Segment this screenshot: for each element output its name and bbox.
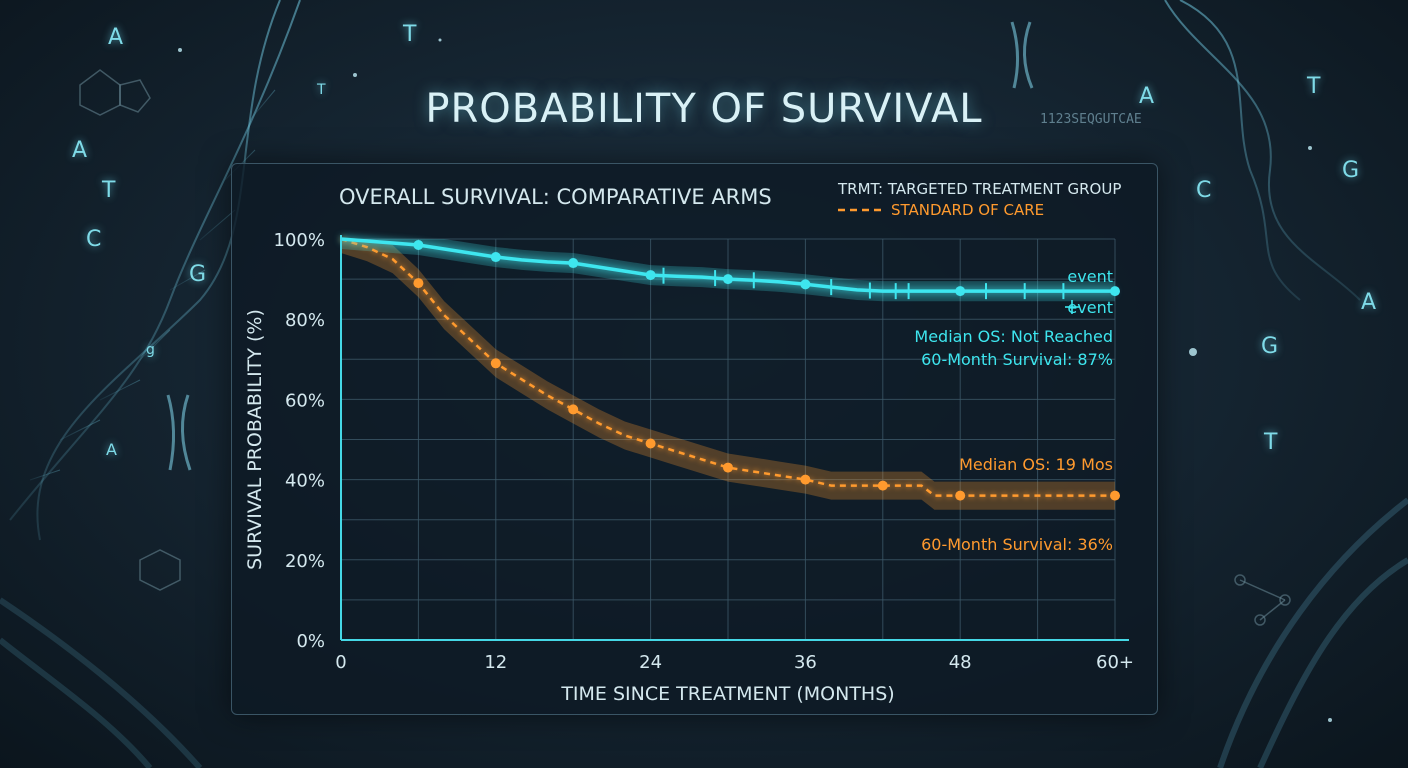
data-point-treatment <box>568 258 579 269</box>
legend-label-standard: STANDARD OF CARE <box>891 201 1044 219</box>
y-tick-label: 40% <box>285 471 325 492</box>
confidence-bands <box>341 239 1115 510</box>
bg-letter: C <box>1196 178 1212 203</box>
bg-letter: A <box>106 440 117 459</box>
y-tick-label: 0% <box>296 631 325 652</box>
annotation-median-treatment: Median OS: Not Reached <box>914 327 1113 346</box>
annotation-60mo-treatment: 60-Month Survival: 87% <box>921 350 1113 369</box>
data-point-treatment <box>490 252 501 263</box>
bg-letter: T <box>1264 430 1278 455</box>
annotation-60mo-standard: 60-Month Survival: 36% <box>921 535 1113 554</box>
x-axis-label: TIME SINCE TREATMENT (MONTHS) <box>560 683 894 705</box>
ci-band-standard <box>341 239 1115 510</box>
survival-chart: 0% 20% 40% 60% 80% 100% 0 12 24 36 48 60+ TIME SINCE… <box>244 180 1134 705</box>
annotation-censor-event: event <box>1067 298 1113 317</box>
data-point-treatment <box>645 270 656 281</box>
chart-text: 0% 20% 40% 60% 80% 100% 0 12 24 36 48 60+ TIME SINCE… <box>244 180 1134 705</box>
data-point-standard <box>955 490 966 501</box>
bg-letter: G <box>1342 158 1360 183</box>
y-tick-label: 20% <box>285 551 325 572</box>
annotation-event: event <box>1067 267 1113 286</box>
sparkle-dots <box>178 38 1332 722</box>
data-point-treatment <box>1110 286 1120 297</box>
bg-letter: A <box>72 138 88 163</box>
data-point-standard <box>877 480 888 491</box>
bg-letter: A <box>1361 290 1377 315</box>
dna-helix-right-icon <box>1164 0 1361 301</box>
data-point-standard <box>490 358 501 369</box>
data-point-treatment <box>800 279 811 290</box>
data-point-standard <box>645 438 656 449</box>
chromosome-icon <box>166 21 1034 471</box>
bg-sequence-text: 1123SEQGUTCAE <box>1040 112 1142 127</box>
bg-letter: A <box>108 25 124 50</box>
dna-helix-left-icon <box>9 0 301 541</box>
x-tick-label: 12 <box>484 652 507 673</box>
bg-letter: T <box>102 178 116 203</box>
dna-helix-bottom-left-icon <box>0 597 203 768</box>
annotation-median-standard: Median OS: 19 Mos <box>959 455 1113 474</box>
data-point-treatment <box>955 286 966 297</box>
page-title: PROBABILITY OF SURVIVAL <box>425 86 983 132</box>
y-tick-label: 60% <box>285 390 325 411</box>
data-point-standard <box>723 462 733 473</box>
y-tick-label: 80% <box>285 310 325 331</box>
x-tick-label: 60+ <box>1096 652 1134 673</box>
x-tick-label: 36 <box>794 652 817 673</box>
data-point-standard <box>800 474 811 485</box>
series-line-standard <box>340 237 1115 497</box>
bg-letter: C <box>86 227 102 252</box>
dna-helix-bottom-right-icon <box>1217 497 1408 768</box>
ci-band-treatment <box>341 239 1115 302</box>
bg-letter: A <box>1139 84 1155 109</box>
y-axis-label: SURVIVAL PROBABILITY (%) <box>244 309 266 570</box>
bg-letter: g <box>146 342 155 358</box>
bg-letter: T <box>403 22 417 47</box>
data-point-standard <box>568 404 579 415</box>
data-point-treatment <box>723 274 733 285</box>
chart-title: OVERALL SURVIVAL: COMPARATIVE ARMS <box>339 185 772 209</box>
axes <box>340 235 1129 641</box>
legend-label-treatment: TRMT: TARGETED TREATMENT GROUP <box>837 180 1121 198</box>
data-point-treatment <box>413 240 424 251</box>
x-tick-label: 48 <box>949 652 972 673</box>
data-point-standard <box>1110 490 1120 501</box>
series-markers <box>413 240 1120 501</box>
data-point-standard <box>413 278 424 289</box>
bg-letter: T <box>1307 74 1321 99</box>
x-tick-label: 24 <box>639 652 662 673</box>
y-tick-label: 100% <box>274 230 325 251</box>
x-tick-label: 0 <box>335 652 346 673</box>
bg-letter: G <box>1261 334 1279 359</box>
molecule-icon <box>79 69 1291 626</box>
bg-letter: T <box>317 82 326 98</box>
bg-letter: G <box>189 262 207 287</box>
